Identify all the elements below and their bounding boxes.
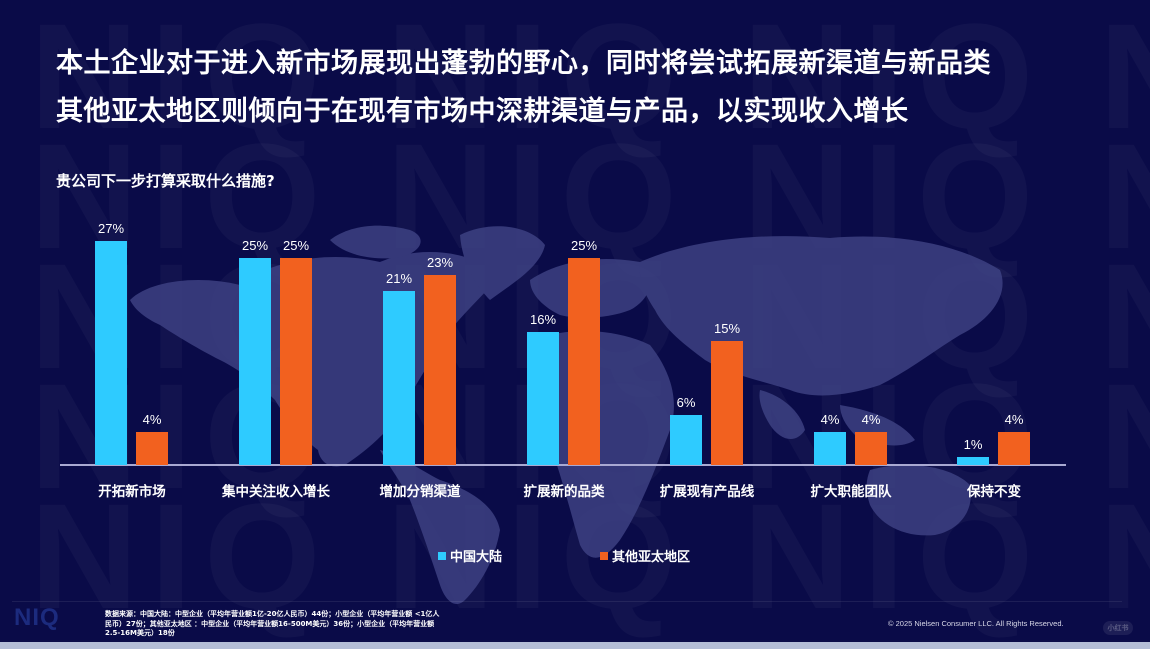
- bar-label-apac-6: 4%: [1004, 412, 1024, 427]
- legend-swatch-apac: [600, 551, 608, 560]
- legend-label-china: 中国大陆: [450, 550, 503, 565]
- category-label-0: 开拓新市场: [98, 484, 166, 500]
- category-label-2: 增加分销渠道: [379, 484, 461, 500]
- copyright-text: © 2025 Nielsen Consumer LLC. All Rights …: [888, 619, 1064, 628]
- footer-divider: [12, 601, 1122, 602]
- legend-swatch-china: [438, 551, 446, 560]
- bar-label-china-6: 1%: [963, 437, 983, 452]
- bar-china-4: [670, 415, 702, 465]
- bar-china-0: [95, 241, 127, 465]
- bar-apac-4: [711, 341, 743, 465]
- category-label-3: 扩展新的品类: [523, 484, 605, 500]
- source-line-3: 2.5-16M美元）18份: [105, 629, 175, 637]
- title-line-1: 本土企业对于进入新市场展现出蓬勃的野心，同时将尝试拓展新渠道与新品类: [56, 48, 991, 79]
- xiaohongshu-watermark-badge: 小红书: [1103, 621, 1133, 635]
- source-line-1: 数据来源：中国大陆：中型企业（平均年营业额1亿-20亿人民币）44份；小型企业（…: [105, 610, 440, 618]
- category-label-5: 扩大职能团队: [810, 484, 892, 500]
- x-axis-line: [60, 464, 1066, 466]
- category-label-6: 保持不变: [967, 484, 1021, 500]
- bar-label-apac-4: 15%: [713, 321, 741, 336]
- bar-china-1: [239, 258, 271, 465]
- bar-china-6: [957, 457, 989, 465]
- bar-china-5: [814, 432, 846, 465]
- source-line-2: 民币）27份；其他亚太地区 ：中型企业（平均年营业额16-500M美元）36份；…: [105, 619, 435, 628]
- bar-label-china-3: 16%: [529, 312, 557, 327]
- bar-apac-0: [136, 432, 168, 465]
- data-source-note: 数据来源：中国大陆：中型企业（平均年营业额1亿-20亿人民币）44份；小型企业（…: [105, 610, 505, 639]
- bar-label-apac-1: 25%: [282, 238, 310, 253]
- bar-apac-2: [424, 275, 456, 465]
- page-title: 本土企业对于进入新市场展现出蓬勃的野心，同时将尝试拓展新渠道与新品类 其他亚太地…: [56, 40, 991, 136]
- bar-label-china-5: 4%: [820, 412, 840, 427]
- bar-label-china-0: 27%: [97, 221, 125, 236]
- bar-label-apac-0: 4%: [142, 412, 162, 427]
- category-label-4: 扩展现有产品线: [659, 484, 755, 500]
- legend-item-china: 中国大陆: [438, 546, 502, 565]
- bar-label-apac-3: 25%: [570, 238, 598, 253]
- chart-question: 贵公司下一步打算采取什么措施?: [56, 172, 275, 190]
- bar-label-apac-5: 4%: [861, 412, 881, 427]
- bar-label-china-1: 25%: [241, 238, 269, 253]
- legend-item-apac: 其他亚太地区: [600, 546, 690, 565]
- bar-apac-6: [998, 432, 1030, 465]
- bar-apac-3: [568, 258, 600, 465]
- legend-label-apac: 其他亚太地区: [612, 550, 691, 565]
- title-line-2: 其他亚太地区则倾向于在现有市场中深耕渠道与产品，以实现收入增长: [56, 96, 909, 127]
- bar-china-3: [527, 332, 559, 465]
- bar-label-china-2: 21%: [385, 271, 413, 286]
- niq-logo: NIQ: [14, 604, 60, 631]
- bar-apac-1: [280, 258, 312, 465]
- bar-apac-5: [855, 432, 887, 465]
- bar-label-apac-2: 23%: [426, 255, 454, 270]
- bar-china-2: [383, 291, 415, 465]
- category-label-1: 集中关注收入增长: [222, 484, 330, 500]
- bar-label-china-4: 6%: [676, 395, 696, 410]
